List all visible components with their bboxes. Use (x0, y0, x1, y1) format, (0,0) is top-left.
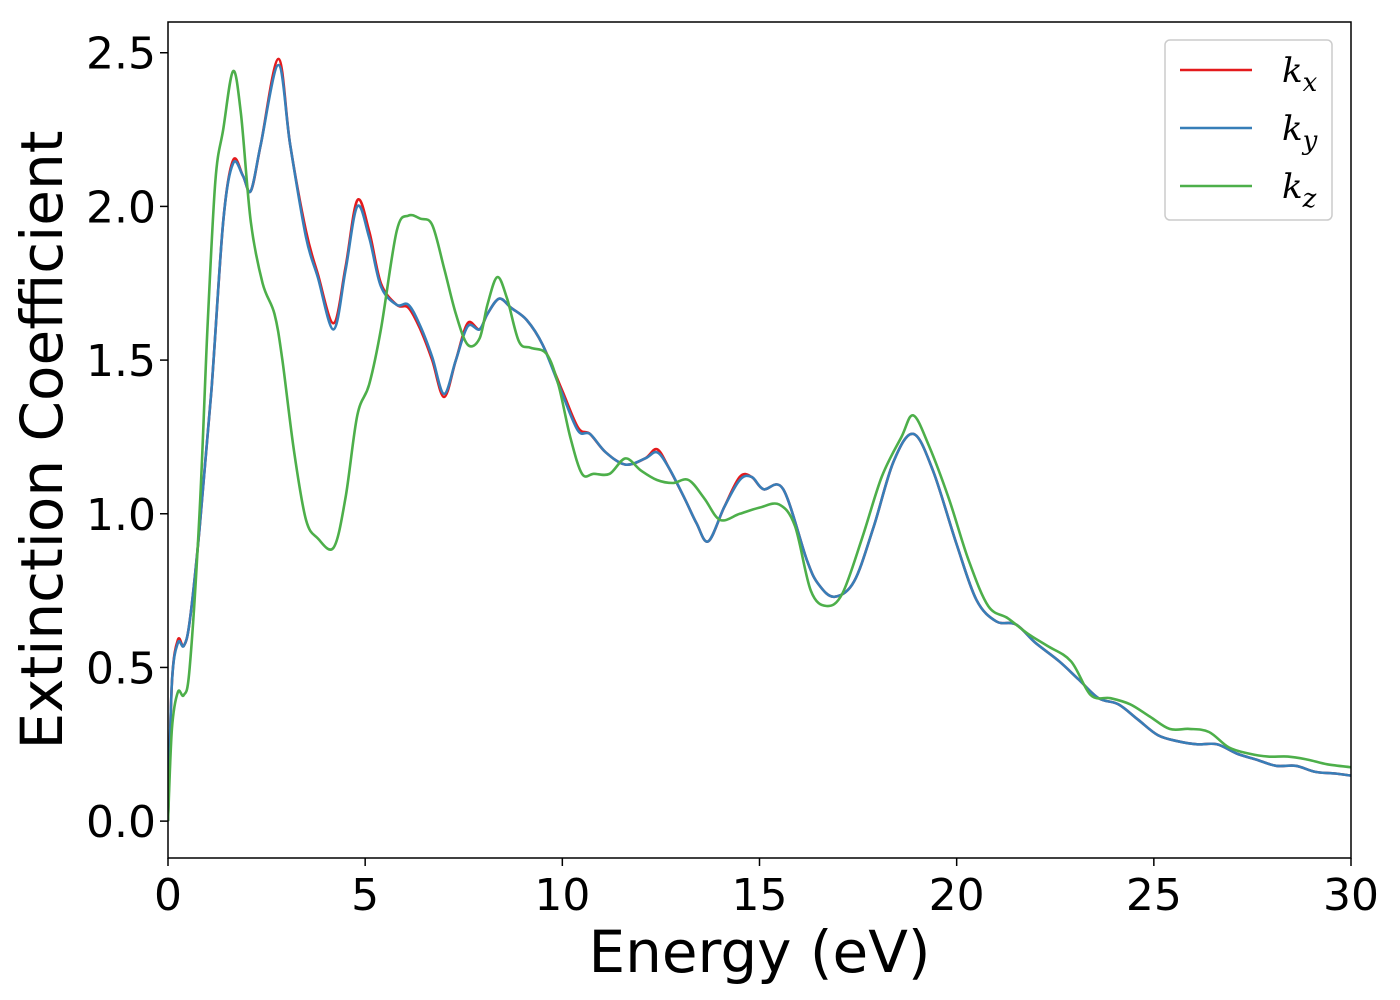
x-tick-label: 15 (732, 870, 788, 921)
x-tick-label: 25 (1126, 870, 1182, 921)
y-tick-label: 2.0 (86, 182, 156, 233)
x-tick-label: 10 (534, 870, 590, 921)
series-layer (168, 57, 1351, 822)
legend-label-kx: kx (1282, 51, 1318, 98)
legend-frame (1164, 39, 1333, 221)
x-tick-label: 5 (351, 870, 379, 921)
series-line-ky (168, 63, 1351, 822)
x-axis-title: Energy (eV) (588, 918, 930, 986)
y-tick-label: 1.5 (86, 336, 156, 387)
series-line-kz (168, 69, 1351, 822)
legend-label-kz: kz (1282, 167, 1317, 214)
y-tick-label: 2.5 (86, 29, 156, 80)
x-tick-label: 20 (929, 870, 985, 921)
legend-label-ky: ky (1282, 109, 1318, 156)
x-tick-label: 0 (154, 870, 182, 921)
y-axis-title: Extinction Coefficient (8, 131, 76, 750)
y-tick-label: 1.0 (86, 490, 156, 541)
y-tick-label: 0.5 (86, 643, 156, 694)
x-axis: 0 5 10 15 20 25 30 (154, 858, 1379, 921)
y-tick-label: 0.0 (86, 797, 156, 848)
legend: kx ky kz (1164, 39, 1333, 221)
y-axis: 0.0 0.5 1.0 1.5 2.0 2.5 (86, 29, 168, 848)
x-tick-label: 30 (1323, 870, 1379, 921)
